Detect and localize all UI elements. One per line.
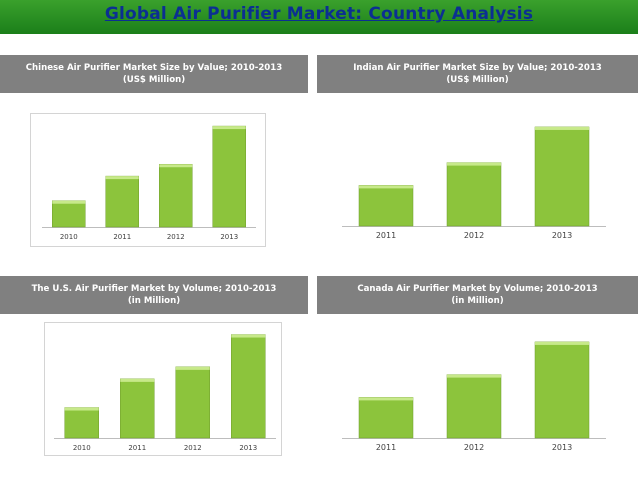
chart-china: 2010 2011 2012 2013 [30, 113, 266, 247]
tick-label-2013: 2013 [220, 233, 238, 241]
bar-2012 [446, 374, 502, 439]
bar-body [212, 125, 246, 228]
panel-header-canada: Canada Air Purifier Market by Volume; 20… [317, 276, 638, 314]
bar-body [175, 366, 210, 439]
bar-body [358, 185, 414, 227]
chart-title-canada: Canada Air Purifier Market by Volume; 20… [357, 284, 598, 294]
chart-frame [30, 113, 266, 247]
bar-2013 [231, 334, 266, 439]
bar-body [52, 200, 86, 228]
bar-highlight [175, 366, 210, 370]
bar-body [534, 341, 590, 439]
bar-body [159, 163, 193, 228]
chart-title-us: The U.S. Air Purifier Market by Volume; … [31, 284, 277, 294]
bar-2011 [120, 378, 155, 439]
panel-header-india: Indian Air Purifier Market Size by Value… [317, 55, 638, 93]
tick-label-2010: 2010 [60, 233, 78, 241]
bar-body [446, 162, 502, 227]
chart-canada: 2011 2012 2013 [342, 341, 606, 452]
tick-label-2012: 2012 [167, 233, 185, 241]
tick-label-2012: 2012 [464, 231, 484, 240]
tick-label-2012: 2012 [464, 443, 484, 452]
chart-subtitle-canada: (in Million) [451, 296, 504, 306]
bar-2010 [52, 200, 86, 228]
tick-label-2013: 2013 [552, 231, 572, 240]
chart-frame [44, 322, 282, 456]
bar-body [64, 407, 99, 439]
bar-body [446, 374, 502, 439]
chart-title-china: Chinese Air Purifier Market Size by Valu… [25, 63, 283, 73]
bar-highlight [447, 162, 501, 166]
bar-2013 [534, 341, 590, 439]
bar-2011 [358, 397, 414, 439]
bar-highlight [52, 200, 86, 204]
bar-body [105, 175, 139, 228]
bar-2012 [446, 162, 502, 227]
chart-subtitle-india: (US$ Million) [446, 75, 509, 85]
bar-2011 [105, 175, 139, 228]
bar-body [120, 378, 155, 439]
bar-highlight [359, 185, 413, 189]
chart-us: 2010 2011 2012 2013 [44, 322, 282, 456]
tick-label-2011: 2011 [128, 444, 146, 452]
bar-highlight [359, 397, 413, 401]
bar-2012 [159, 163, 193, 228]
tick-label-2012: 2012 [184, 444, 202, 452]
tick-label-2013: 2013 [239, 444, 257, 452]
bar-2010 [64, 407, 99, 439]
bar-highlight [120, 378, 155, 382]
page-title: Global Air Purifier Market: Country Anal… [104, 4, 534, 24]
bar-body [231, 334, 266, 439]
bar-highlight [447, 374, 501, 378]
bar-highlight [159, 164, 193, 168]
tick-label-2011: 2011 [376, 443, 396, 452]
bar-body [534, 126, 590, 227]
bar-2011 [358, 185, 414, 227]
chart-subtitle-china: (US$ Million) [122, 75, 186, 85]
chart-india: 2011 2012 2013 [342, 126, 606, 240]
tick-label-2013: 2013 [552, 443, 572, 452]
bar-highlight [535, 341, 589, 345]
panel-header-china: Chinese Air Purifier Market Size by Valu… [0, 55, 308, 93]
bar-2012 [175, 366, 210, 439]
bar-highlight [105, 176, 139, 180]
tick-label-2011: 2011 [113, 233, 131, 241]
tick-label-2011: 2011 [376, 231, 396, 240]
chart-title-india: Indian Air Purifier Market Size by Value… [353, 63, 602, 73]
bar-highlight [535, 126, 589, 130]
tick-label-2010: 2010 [73, 444, 91, 452]
title-bar [0, 0, 638, 34]
bar-body [358, 397, 414, 439]
bar-highlight [212, 126, 246, 130]
bar-highlight [64, 407, 99, 411]
bar-2013 [534, 126, 590, 227]
bar-2013 [212, 125, 246, 228]
bar-highlight [231, 334, 266, 338]
panel-header-us: The U.S. Air Purifier Market by Volume; … [0, 276, 308, 314]
chart-subtitle-us: (in Million) [127, 296, 181, 306]
